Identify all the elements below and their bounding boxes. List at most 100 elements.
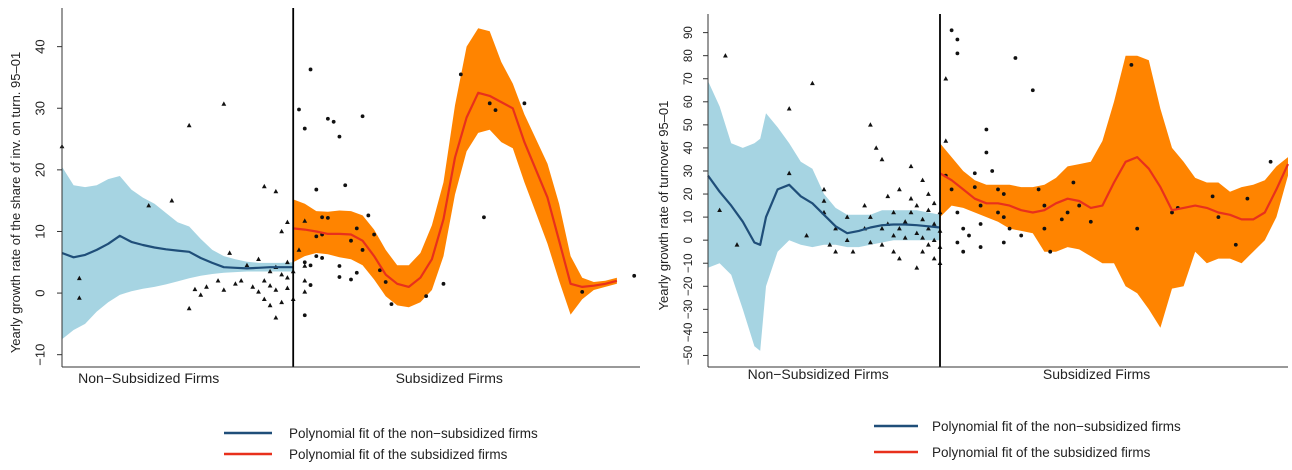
data-point [366,213,371,218]
data-point [302,313,307,318]
data-point [297,107,301,112]
y-tick-label: 50 [683,118,695,131]
data-point [926,207,931,212]
data-point [302,278,308,283]
data-point [1135,226,1140,231]
legend-label: Polynomial fit of the subsidized firms [932,445,1151,460]
data-point [978,203,983,208]
data-point [1019,233,1024,238]
data-point [897,256,902,261]
data-point [76,275,82,281]
data-point [273,188,279,194]
data-point [984,127,989,132]
data-point [1071,180,1076,185]
data-point [908,209,914,215]
data-point [723,53,728,58]
data-point [308,263,313,268]
data-point [233,281,238,286]
data-point [967,233,971,238]
data-point [786,106,792,111]
data-point [261,183,267,189]
data-point [734,242,740,247]
data-point [215,278,221,283]
data-point [821,198,827,203]
data-point [1268,159,1273,164]
data-point [914,202,920,208]
data-point [914,265,920,270]
data-point [844,214,850,219]
y-axis-label: Yearly growth rate of turnover 95–01 [656,101,671,311]
data-point [902,219,908,224]
data-point [308,283,313,287]
data-point [314,254,319,259]
confidence-band-subsidized [940,55,1288,328]
data-point [285,219,290,225]
data-point [821,186,827,192]
scatter-subsidized [297,67,637,318]
data-point [1007,226,1012,231]
data-point [325,116,330,121]
data-point [1077,203,1082,208]
y-tick-label: 0 [683,237,695,243]
data-point [279,228,285,234]
data-point [920,216,925,222]
data-point [389,302,394,307]
group-label: Subsidized Firms [1043,366,1150,382]
data-point [1210,194,1215,199]
data-point [354,270,359,275]
legend-label: Polynomial fit of the non−subsidized fir… [289,426,538,441]
y-tick-label: −50 [683,346,695,366]
data-point [949,28,954,33]
data-point [949,187,954,192]
data-point [1059,217,1064,222]
data-point [897,186,902,192]
data-point [261,278,267,283]
data-point [926,191,931,196]
data-point [378,268,382,273]
data-point [424,294,429,299]
data-point [169,198,175,203]
group-label: Subsidized Firms [396,370,503,386]
data-point [978,222,983,226]
y-tick-label: 40 [33,39,48,53]
legend-label: Polynomial fit of the non−subsidized fir… [932,419,1181,434]
data-point [891,209,896,215]
chart-2: −50 −40 −30 −20 −10 0 10 20 30 40 50 60 70 80 90 Yearly… [656,14,1289,460]
data-point [931,256,937,261]
data-point [961,249,966,254]
data-point [1001,240,1006,245]
legend-label: Polynomial fit of the subsidized firms [289,447,508,462]
data-point [198,292,204,297]
y-tick-label: 0 [33,289,48,296]
confidence-band-subsidized [293,28,617,315]
data-point [244,262,250,268]
data-point [879,226,885,231]
data-point [873,145,879,150]
data-point [833,226,838,231]
y-tick-label: 30 [683,165,695,178]
data-point [1001,215,1006,220]
data-point [296,247,302,252]
data-point [1170,210,1174,215]
data-point [314,234,319,239]
data-point [926,242,931,247]
y-tick-label: 70 [683,72,695,85]
data-point [186,305,192,311]
data-point [1030,88,1035,93]
data-point [961,226,966,231]
data-point [891,249,896,254]
y-tick-label: −10 [683,253,695,273]
y-tick-label: 40 [683,142,695,155]
data-point [343,183,348,188]
scatter-subsidized [943,28,1273,254]
data-point [354,226,359,231]
data-point [931,237,937,242]
data-point [256,256,261,261]
y-tick-label: 10 [683,211,695,224]
data-point [302,218,308,223]
data-point [349,238,353,243]
data-point [833,249,838,254]
data-point [632,273,637,278]
data-point [955,51,960,56]
data-point [920,235,925,240]
